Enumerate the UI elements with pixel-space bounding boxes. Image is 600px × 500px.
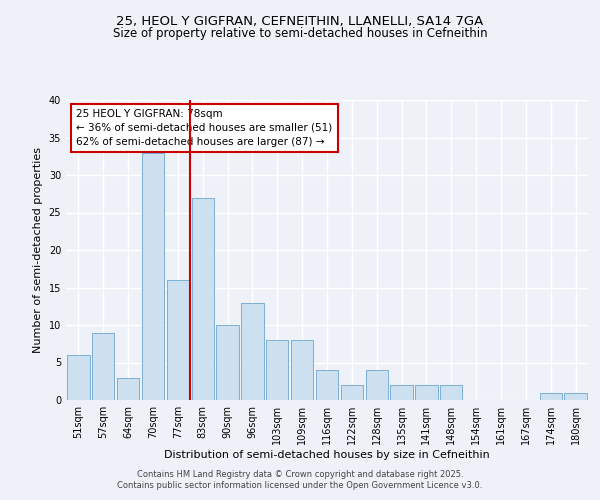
Bar xyxy=(142,152,164,400)
Bar xyxy=(167,280,189,400)
Bar xyxy=(440,385,463,400)
Bar xyxy=(191,198,214,400)
Bar xyxy=(391,385,413,400)
Bar xyxy=(415,385,437,400)
Text: Contains HM Land Registry data © Crown copyright and database right 2025.: Contains HM Land Registry data © Crown c… xyxy=(137,470,463,479)
Text: 25, HEOL Y GIGFRAN, CEFNEITHIN, LLANELLI, SA14 7GA: 25, HEOL Y GIGFRAN, CEFNEITHIN, LLANELLI… xyxy=(116,15,484,28)
Bar xyxy=(539,392,562,400)
Text: Contains public sector information licensed under the Open Government Licence v3: Contains public sector information licen… xyxy=(118,481,482,490)
X-axis label: Distribution of semi-detached houses by size in Cefneithin: Distribution of semi-detached houses by … xyxy=(164,450,490,460)
Bar xyxy=(241,302,263,400)
Bar xyxy=(565,392,587,400)
Bar xyxy=(92,332,115,400)
Bar xyxy=(266,340,289,400)
Text: 25 HEOL Y GIGFRAN: 78sqm
← 36% of semi-detached houses are smaller (51)
62% of s: 25 HEOL Y GIGFRAN: 78sqm ← 36% of semi-d… xyxy=(76,109,332,147)
Bar xyxy=(67,355,89,400)
Y-axis label: Number of semi-detached properties: Number of semi-detached properties xyxy=(33,147,43,353)
Bar xyxy=(341,385,363,400)
Bar xyxy=(365,370,388,400)
Bar xyxy=(217,325,239,400)
Text: Size of property relative to semi-detached houses in Cefneithin: Size of property relative to semi-detach… xyxy=(113,28,487,40)
Bar xyxy=(316,370,338,400)
Bar xyxy=(291,340,313,400)
Bar xyxy=(117,378,139,400)
